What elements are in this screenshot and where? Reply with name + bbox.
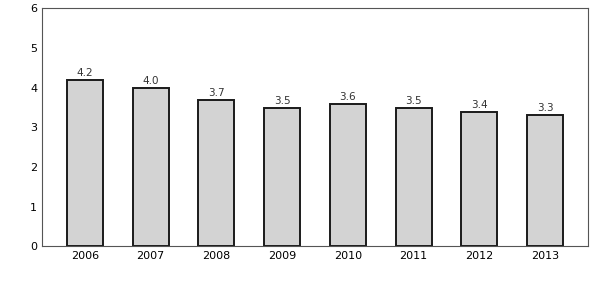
- Bar: [527, 115, 563, 246]
- Text: 3.5: 3.5: [274, 96, 290, 106]
- Text: 4.0: 4.0: [142, 76, 159, 86]
- Bar: [133, 88, 169, 246]
- Text: 3.6: 3.6: [340, 92, 356, 102]
- Text: 3.4: 3.4: [471, 100, 488, 110]
- Bar: [330, 104, 366, 246]
- Bar: [67, 80, 103, 246]
- Text: 3.3: 3.3: [537, 104, 553, 113]
- Text: 4.2: 4.2: [77, 68, 93, 78]
- Bar: [395, 108, 431, 246]
- Text: 3.7: 3.7: [208, 88, 224, 98]
- Bar: [264, 108, 300, 246]
- Text: 3.5: 3.5: [406, 96, 422, 106]
- Bar: [199, 100, 235, 246]
- Bar: [461, 112, 497, 246]
